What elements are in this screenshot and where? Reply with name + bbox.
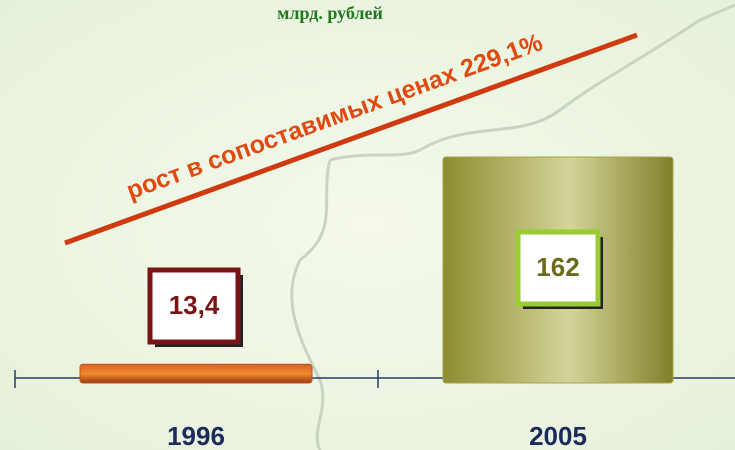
map-line bbox=[419, 3, 735, 152]
map-line bbox=[290, 159, 332, 450]
bar bbox=[79, 363, 313, 384]
subtitle: млрд. рублей bbox=[277, 3, 383, 23]
x-tick-label: 2005 bbox=[529, 421, 587, 450]
trend-line bbox=[64, 32, 638, 246]
value-label: 13,4 bbox=[169, 290, 220, 320]
label-box bbox=[147, 267, 241, 345]
label-box bbox=[515, 229, 601, 307]
value-label: 162 bbox=[536, 252, 579, 282]
x-tick-label: 1996 bbox=[167, 421, 225, 450]
map-line bbox=[329, 148, 421, 162]
